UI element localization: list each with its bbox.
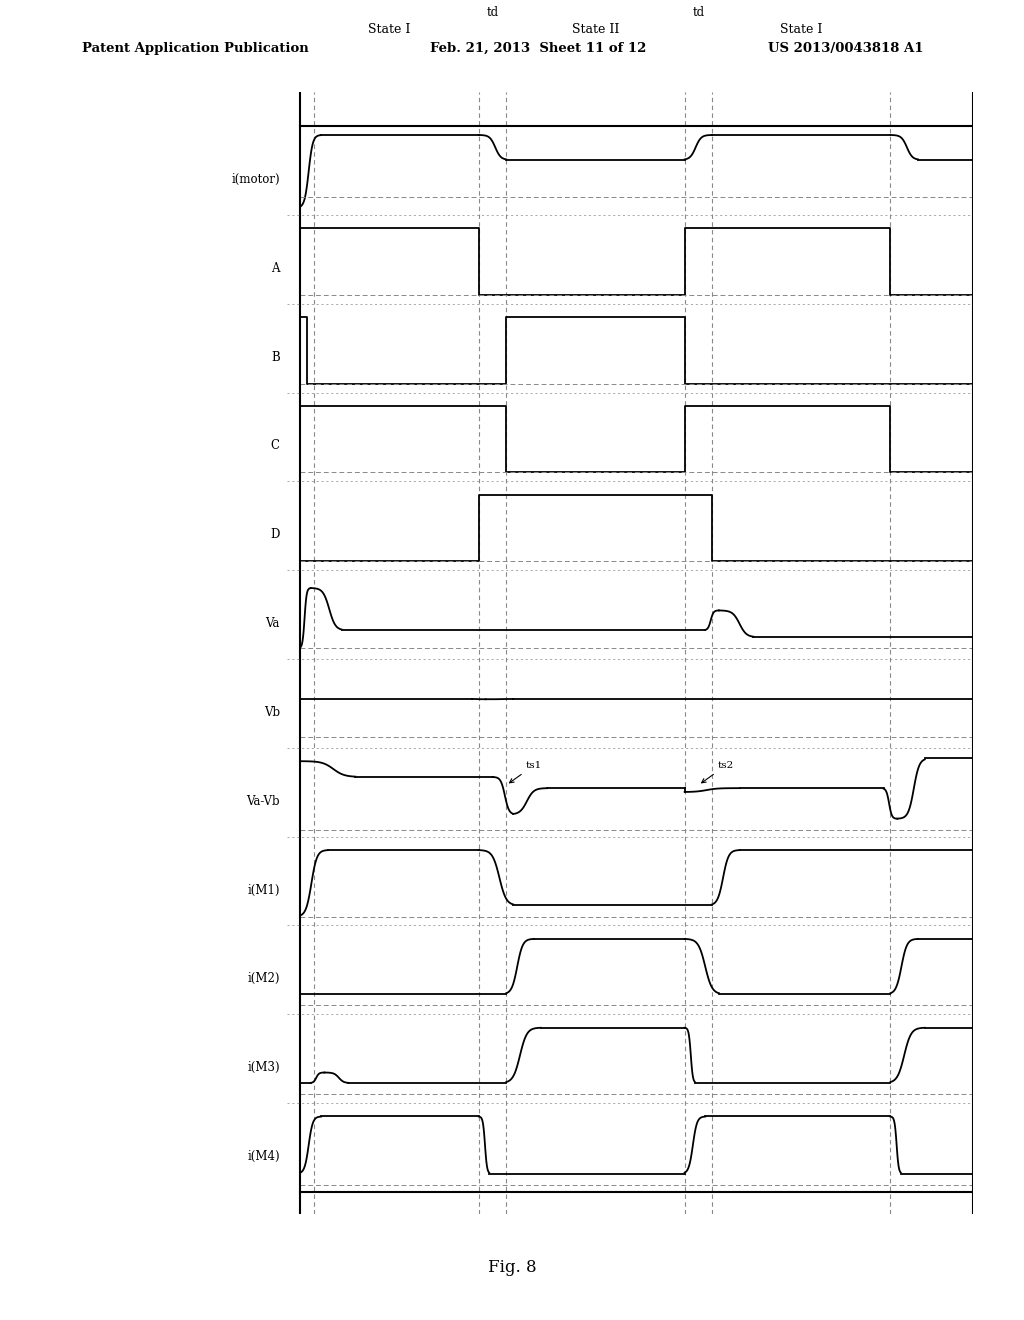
Text: State I: State I xyxy=(369,24,411,36)
Text: td: td xyxy=(486,7,499,20)
Text: i(M1): i(M1) xyxy=(248,883,280,896)
Text: i(M3): i(M3) xyxy=(247,1061,280,1074)
Text: Vb: Vb xyxy=(264,706,280,719)
Text: Fig. 8: Fig. 8 xyxy=(487,1259,537,1275)
Text: ts1: ts1 xyxy=(510,762,542,783)
Text: B: B xyxy=(271,351,280,363)
Text: A: A xyxy=(271,261,280,275)
Text: Patent Application Publication: Patent Application Publication xyxy=(82,42,308,55)
Text: ts2: ts2 xyxy=(701,762,734,783)
Text: Va-Vb: Va-Vb xyxy=(246,795,280,808)
Text: Va: Va xyxy=(265,616,280,630)
Text: C: C xyxy=(271,440,280,453)
Text: State II: State II xyxy=(571,24,620,36)
Text: i(M4): i(M4) xyxy=(247,1150,280,1163)
Text: US 2013/0043818 A1: US 2013/0043818 A1 xyxy=(768,42,924,55)
Text: i(M2): i(M2) xyxy=(248,973,280,985)
Text: Feb. 21, 2013  Sheet 11 of 12: Feb. 21, 2013 Sheet 11 of 12 xyxy=(430,42,646,55)
Text: State I: State I xyxy=(780,24,822,36)
Text: td: td xyxy=(692,7,705,20)
Text: D: D xyxy=(270,528,280,541)
Text: i(motor): i(motor) xyxy=(231,173,280,186)
